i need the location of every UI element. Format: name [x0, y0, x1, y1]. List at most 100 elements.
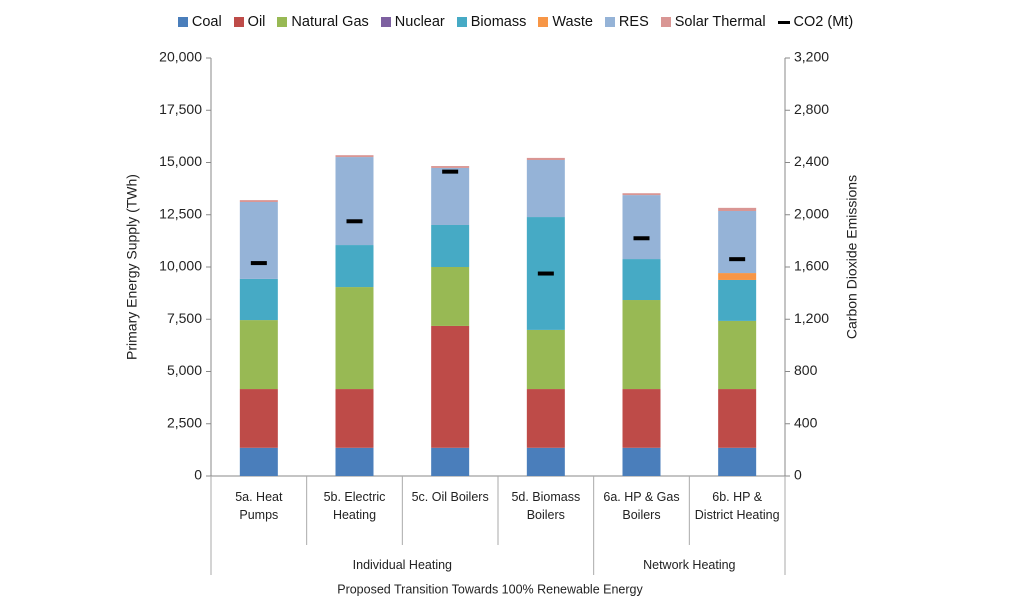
legend-item: Biomass — [456, 14, 527, 30]
bar-segment — [239, 389, 278, 448]
legend-label: Solar Thermal — [674, 14, 766, 30]
co2-marker — [346, 219, 363, 224]
legend-label: Biomass — [470, 14, 527, 30]
bar-segment — [526, 447, 565, 476]
bar-segment — [335, 389, 374, 448]
bar-segment — [239, 202, 278, 279]
y-tick-label: 15,000 — [159, 153, 202, 169]
bar-segment — [718, 447, 757, 476]
y2-tick-label: 2,000 — [794, 205, 829, 221]
legend-swatch — [538, 17, 549, 27]
bar-segment — [622, 195, 661, 260]
y-tick-label: 0 — [194, 467, 202, 483]
co2-marker — [633, 236, 650, 241]
legend-label: CO2 (Mt) — [793, 14, 854, 30]
x-axis-title: Proposed Transition Towards 100% Renewab… — [337, 582, 643, 596]
bar-segment — [431, 167, 470, 225]
legend-label: Oil — [247, 14, 266, 30]
legend-label: RES — [618, 14, 649, 30]
legend-swatch — [277, 17, 288, 27]
bar-segment — [718, 389, 757, 448]
legend-swatch — [233, 17, 244, 27]
y2-tick-label: 800 — [794, 362, 818, 378]
legend-swatch — [660, 17, 671, 27]
bar-segment — [239, 200, 278, 203]
bar-segment — [622, 447, 661, 476]
legend-item: CO2 (Mt) — [777, 14, 854, 30]
y-axis-title: Primary Energy Supply (TWh) — [124, 174, 140, 360]
bar-segment — [526, 389, 565, 448]
legend-swatch — [456, 17, 467, 27]
bar-segment — [718, 210, 757, 274]
y2-tick-label: 400 — [794, 414, 818, 430]
x-tick-label: 6b. HP & District Heating — [694, 490, 780, 522]
bar-segment — [718, 207, 757, 211]
bar-segment — [335, 287, 374, 390]
bar-segment — [335, 447, 374, 476]
bar-segment — [431, 447, 470, 476]
bar-segment — [239, 320, 278, 390]
bar-segment — [239, 447, 278, 476]
y2-tick-label: 3,200 — [794, 49, 829, 65]
legend-swatch — [380, 17, 391, 27]
x-tick-label: 5b. Electric Heating — [323, 490, 386, 522]
legend-label: Waste — [552, 14, 593, 30]
bar-segment — [526, 159, 565, 218]
legend-label: Natural Gas — [291, 14, 369, 30]
bar-segment — [718, 279, 757, 321]
y2-tick-label: 1,200 — [794, 310, 829, 326]
bar-segment — [718, 273, 757, 280]
bar-segment — [335, 245, 374, 288]
bar-segment — [239, 278, 278, 321]
co2-marker — [537, 271, 554, 276]
y-tick-label: 17,500 — [159, 101, 202, 117]
x-tick-label: 5c. Oil Boilers — [411, 490, 489, 504]
y-tick-label: 20,000 — [159, 49, 202, 65]
y2-axis-title: Carbon Dioxide Emissions — [844, 175, 860, 339]
bar-segment — [622, 193, 661, 196]
y-tick-label: 7,500 — [167, 310, 202, 326]
legend-swatch — [777, 20, 790, 24]
bar-segment — [622, 300, 661, 390]
x-tick-label: 5d. Biomass Boilers — [511, 490, 581, 522]
y2-tick-label: 0 — [794, 467, 802, 483]
bar-segment — [431, 224, 470, 267]
legend-swatch — [604, 17, 615, 27]
group-label: Individual Heating — [352, 558, 453, 572]
legend-label: Nuclear — [394, 14, 445, 30]
bar-segment — [526, 329, 565, 390]
y2-tick-label: 2,800 — [794, 101, 829, 117]
bar-segment — [335, 157, 374, 246]
bar-segment — [335, 155, 374, 158]
legend-item: Nuclear — [380, 14, 445, 30]
legend-label: Coal — [191, 14, 222, 30]
bar-segment — [431, 267, 470, 326]
legend-item: RES — [604, 14, 649, 30]
legend: Coal Oil Natural Gas Nuclear Biomass Waste RES… — [0, 14, 1031, 30]
legend-swatch — [177, 17, 188, 27]
y2-tick-label: 1,600 — [794, 258, 829, 274]
x-tick-label: 5a. Heat Pumps — [235, 490, 283, 522]
legend-item: Coal — [177, 14, 222, 30]
y-tick-label: 5,000 — [167, 362, 202, 378]
bar-segment — [431, 166, 470, 168]
legend-item: Solar Thermal — [660, 14, 766, 30]
co2-marker — [729, 257, 746, 262]
y-tick-label: 12,500 — [159, 205, 202, 221]
y2-tick-label: 2,400 — [794, 153, 829, 169]
x-tick-label: 6a. HP & Gas Boilers — [603, 490, 680, 522]
y-tick-label: 2,500 — [167, 414, 202, 430]
legend-item: Natural Gas — [277, 14, 369, 30]
bar-segment — [622, 259, 661, 301]
group-label: Network Heating — [643, 558, 736, 572]
co2-marker — [250, 261, 267, 266]
bar-segment — [431, 325, 470, 448]
legend-item: Waste — [538, 14, 593, 30]
bar-segment — [526, 157, 565, 160]
bar-segment — [718, 320, 757, 390]
co2-marker — [442, 169, 459, 174]
y-tick-label: 10,000 — [159, 258, 202, 274]
legend-item: Oil — [233, 14, 266, 30]
